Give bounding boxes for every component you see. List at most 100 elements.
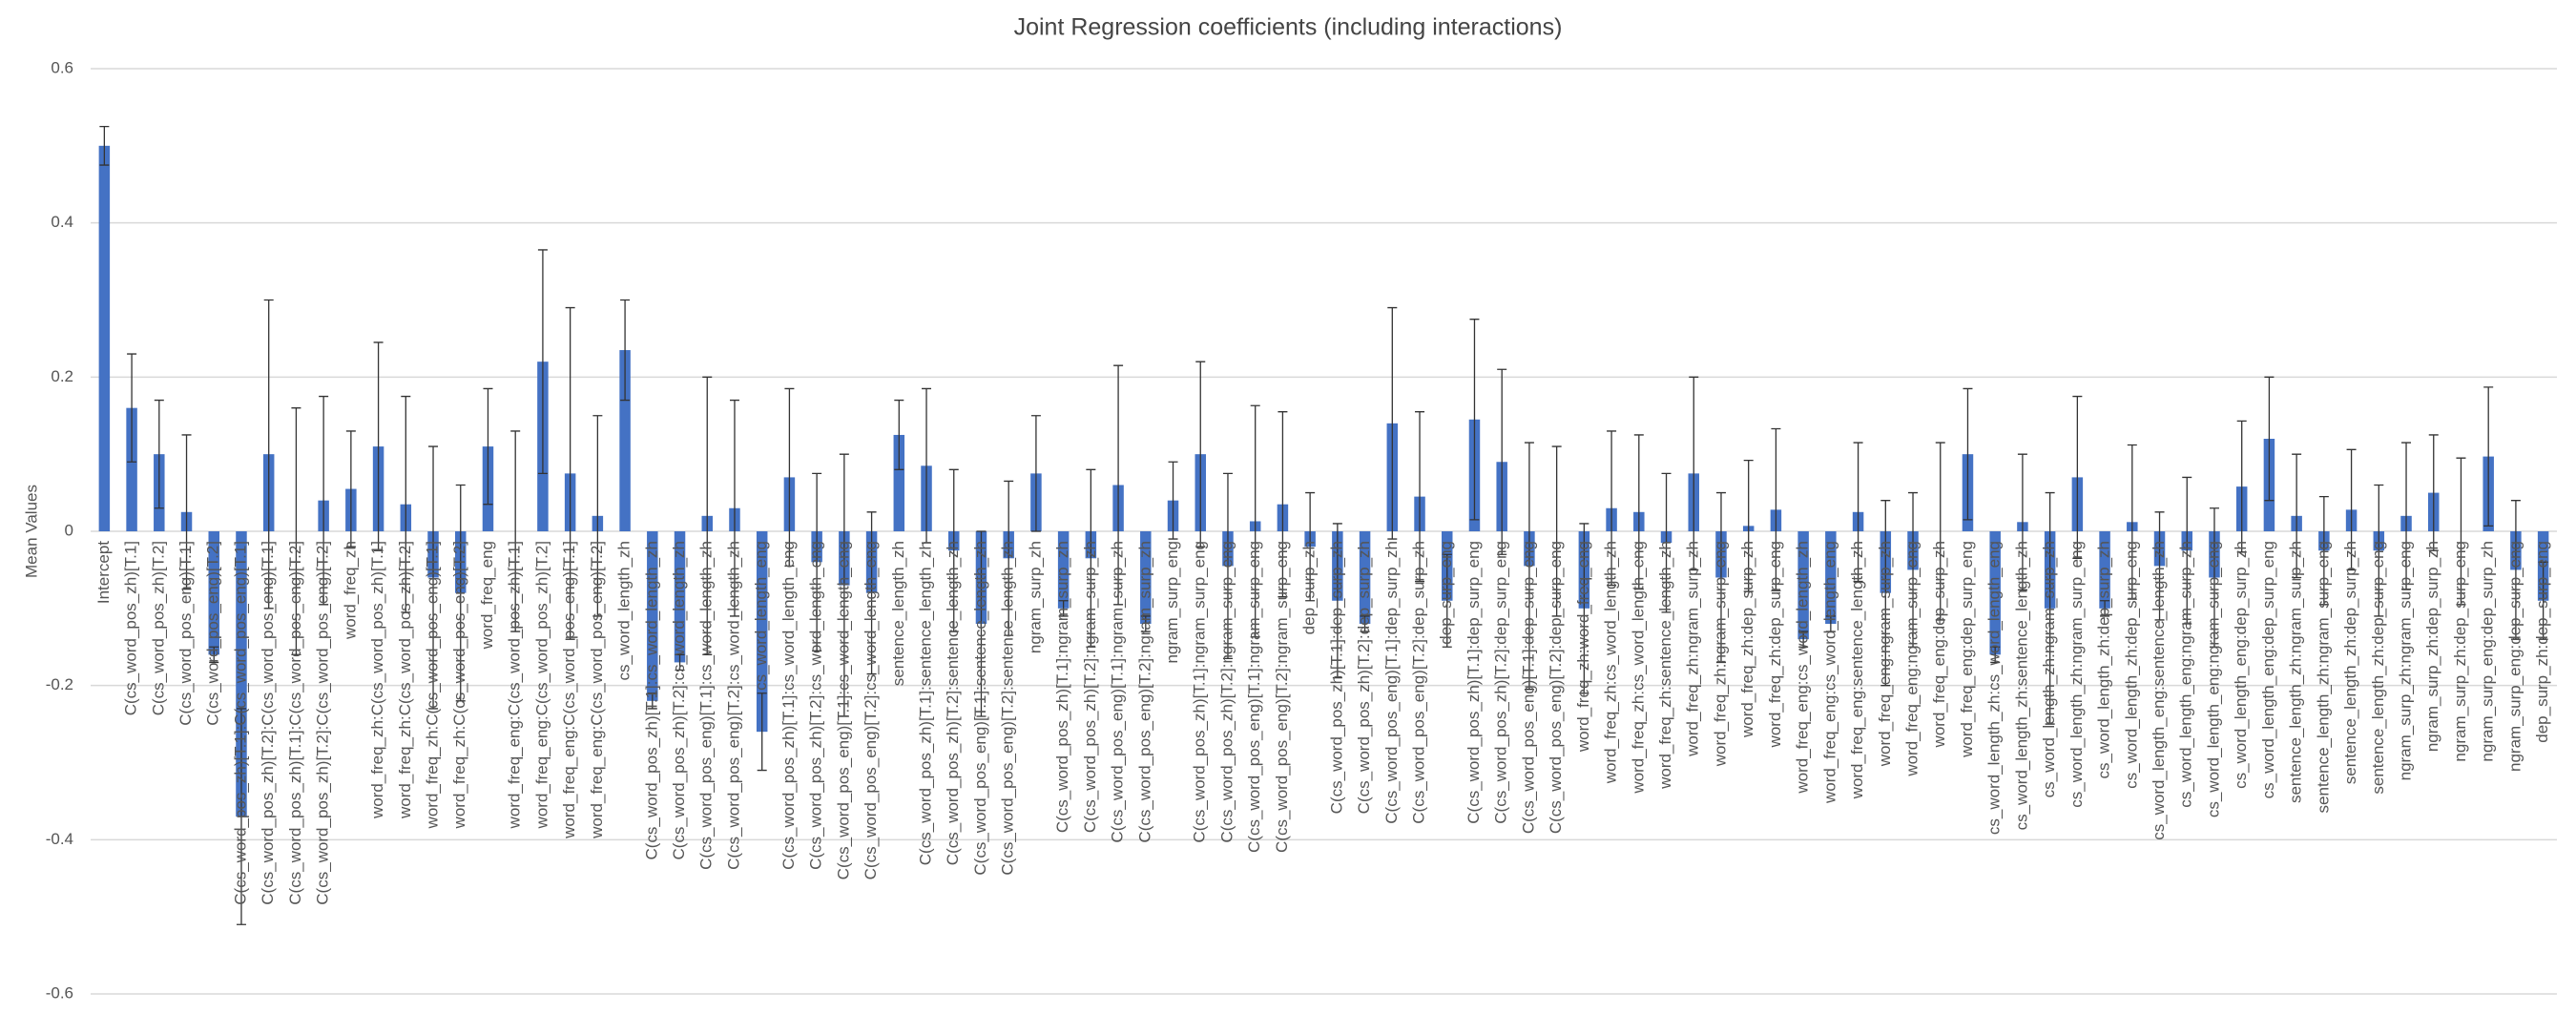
x-tick-label: C(cs_word_pos_zh)[T.1] [122, 541, 140, 715]
error-bar [2401, 442, 2412, 590]
error-bar [345, 430, 356, 548]
error-bar [1689, 376, 1699, 571]
error-bar [1250, 404, 1260, 638]
x-tick-label: C(cs_word_pos_zh)[T.2]:cs_word_length_en… [807, 541, 825, 870]
chart-title: Joint Regression coefficients (including… [1014, 14, 1563, 41]
error-bar [209, 646, 219, 664]
x-tick-label: C(cs_word_pos_zh)[T.1]:sentence_length_z… [917, 541, 935, 865]
x-tick-label: dep_surp_eng [1437, 541, 1455, 645]
x-tick-label: C(cs_word_pos_zh)[T.2]:C(cs_word_pos_eng… [259, 541, 277, 905]
bar [236, 531, 247, 817]
error-bar [2100, 600, 2110, 617]
x-tick-label: word_freq_zh:C(cs_word_pos_eng)[T.1] [424, 541, 442, 829]
x-tick-label: word_freq_zh:cs_word_length_eng [1629, 541, 1647, 795]
x-tick-label: C(cs_word_pos_zh)[T.1]:ngram_surp_eng [1191, 541, 1209, 843]
x-tick-label: word_freq_zh:dep_surp_zh [1738, 541, 1756, 738]
error-bar [2127, 444, 2137, 600]
x-tick-label: Intercept [94, 541, 113, 604]
x-tick-label: word_freq_eng:cs_word_length_eng [1820, 541, 1839, 804]
y-tick-label: -0.4 [46, 830, 73, 848]
error-bar [1415, 411, 1425, 583]
error-bar [2182, 476, 2192, 625]
x-tick-label: sentence_length_zh:ngram_surp_eng [2314, 541, 2332, 813]
x-tick-label: dep_surp_zh:dep_surp_eng [2533, 541, 2551, 743]
bar [893, 434, 905, 531]
x-tick-label: C(cs_word_pos_eng)[T.1]:cs_word_length_z… [697, 541, 716, 870]
x-tick-label: ngram_surp_eng [1163, 541, 1181, 664]
x-tick-label: word_freq_eng:dep_surp_eng [1958, 541, 1976, 758]
x-tick-label: C(cs_word_pos_eng)[T.1]:sentence_length_… [971, 541, 989, 876]
x-tick-label: ngram_surp_eng:dep_surp_eng [2505, 541, 2524, 772]
error-bar [592, 415, 603, 617]
x-tick-label: C(cs_word_pos_eng)[T.1]:dep_surp_zh [1382, 541, 1401, 824]
x-tick-label: word_freq_zh:C(cs_word_pos_zh)[T.1] [368, 541, 386, 819]
error-bar [319, 395, 329, 606]
error-bar [1990, 646, 2001, 664]
bar [208, 531, 219, 655]
y-axis-label: Mean Values [22, 485, 40, 578]
error-bar [1579, 523, 1589, 694]
error-bar [784, 387, 795, 568]
x-tick-label: C(cs_word_pos_zh)[T.1]:cs_word_length_en… [779, 541, 798, 870]
error-bar [1715, 491, 1726, 664]
error-bar [1222, 472, 1233, 660]
error-bar [1140, 615, 1151, 632]
x-tick-label: C(cs_word_pos_eng)[T.1]:ngram_surp_zh [1109, 541, 1127, 843]
x-tick-label: C(cs_word_pos_eng)[T.1]:ngram_surp_eng [1245, 541, 1263, 853]
error-bar [2346, 448, 2357, 571]
x-tick-label: C(cs_word_pos_zh)[T.1]:C(cs_word_pos_eng… [286, 541, 304, 905]
x-tick-label: C(cs_word_pos_zh)[T.2]:C(cs_word_pos_eng… [314, 541, 332, 905]
x-tick-label: C(cs_word_pos_eng)[T.2]:ngram_surp_zh [1135, 541, 1153, 843]
x-tick-label: cs_word_length_zh [615, 541, 634, 680]
error-bar [1030, 415, 1041, 532]
x-tick-label: cs_word_length_zh:ngram_surp_eng [2067, 541, 2086, 808]
x-tick-label: cs_word_length_eng:ngram_surp_eng [2204, 541, 2222, 817]
x-tick-label: cs_word_length_eng:sentence_length_zh [2150, 541, 2168, 840]
x-tick-label: ngram_surp_zh:ngram_surp_eng [2397, 541, 2415, 780]
x-tick-label: C(cs_word_pos_zh)[T.2]:dep_surp_eng [1492, 541, 1510, 824]
x-tick-label: C(cs_word_pos_eng)[T.2]:dep_surp_eng [1547, 541, 1565, 834]
error-bar [1442, 553, 1452, 648]
x-tick-label: word_freq_zh:ngram_surp_eng [1711, 541, 1729, 767]
error-bar [1661, 472, 1672, 613]
error-bar [2017, 453, 2027, 591]
error-bar [1086, 468, 1096, 648]
bar [619, 350, 631, 531]
x-tick-label: word_freq_eng:C(cs_word_pos_eng)[T.1] [560, 541, 578, 839]
bar [1057, 531, 1070, 609]
error-bar [2264, 376, 2275, 502]
bar [1140, 531, 1152, 624]
error-bar [1551, 445, 1562, 617]
bar [2099, 531, 2110, 609]
error-bar [1908, 491, 1919, 648]
x-tick-label: word_freq_eng:C(cs_word_pos_eng)[T.2] [588, 541, 606, 839]
x-tick-label: C(cs_word_pos_eng)[T.1]:dep_surp_eng [1519, 541, 1537, 834]
bar [674, 531, 686, 663]
error-bar [2045, 491, 2055, 725]
x-tick-label: word_freq_zh [341, 541, 359, 640]
error-bar [675, 653, 685, 672]
error-bar [2538, 561, 2548, 640]
x-tick-label: word_freq_eng:sentence_length_zh [1848, 541, 1866, 799]
error-bar [1963, 387, 1973, 521]
x-tick-label: word_freq_eng:C(cs_word_pos_zh)[T.1] [506, 541, 524, 829]
error-bar [894, 399, 904, 470]
error-bar [866, 511, 877, 675]
error-bar [1853, 442, 1863, 583]
error-bar [702, 376, 713, 655]
error-bar [1195, 361, 1206, 548]
error-bar [2374, 484, 2384, 617]
x-tick-label: C(cs_word_pos_zh)[T.2] [149, 541, 167, 715]
error-bar [2318, 495, 2329, 606]
error-bar [2154, 511, 2165, 621]
x-tick-label: cs_word_length_eng:dep_surp_zh [2232, 541, 2250, 789]
x-tick-label: ngram_surp_zh [1026, 541, 1044, 653]
x-tick-label: C(cs_word_pos_eng)[T.2] [204, 541, 222, 726]
bar [126, 407, 137, 531]
x-tick-label: C(cs_word_pos_zh)[T.1]:dep_surp_zh [1327, 541, 1345, 814]
error-bar [2456, 457, 2466, 606]
y-tick-label: 0.2 [51, 367, 73, 385]
x-tick-label: sentence_length_zh:dep_surp_zh [2341, 541, 2359, 784]
error-bar [2483, 386, 2494, 527]
error-bar [757, 693, 767, 772]
